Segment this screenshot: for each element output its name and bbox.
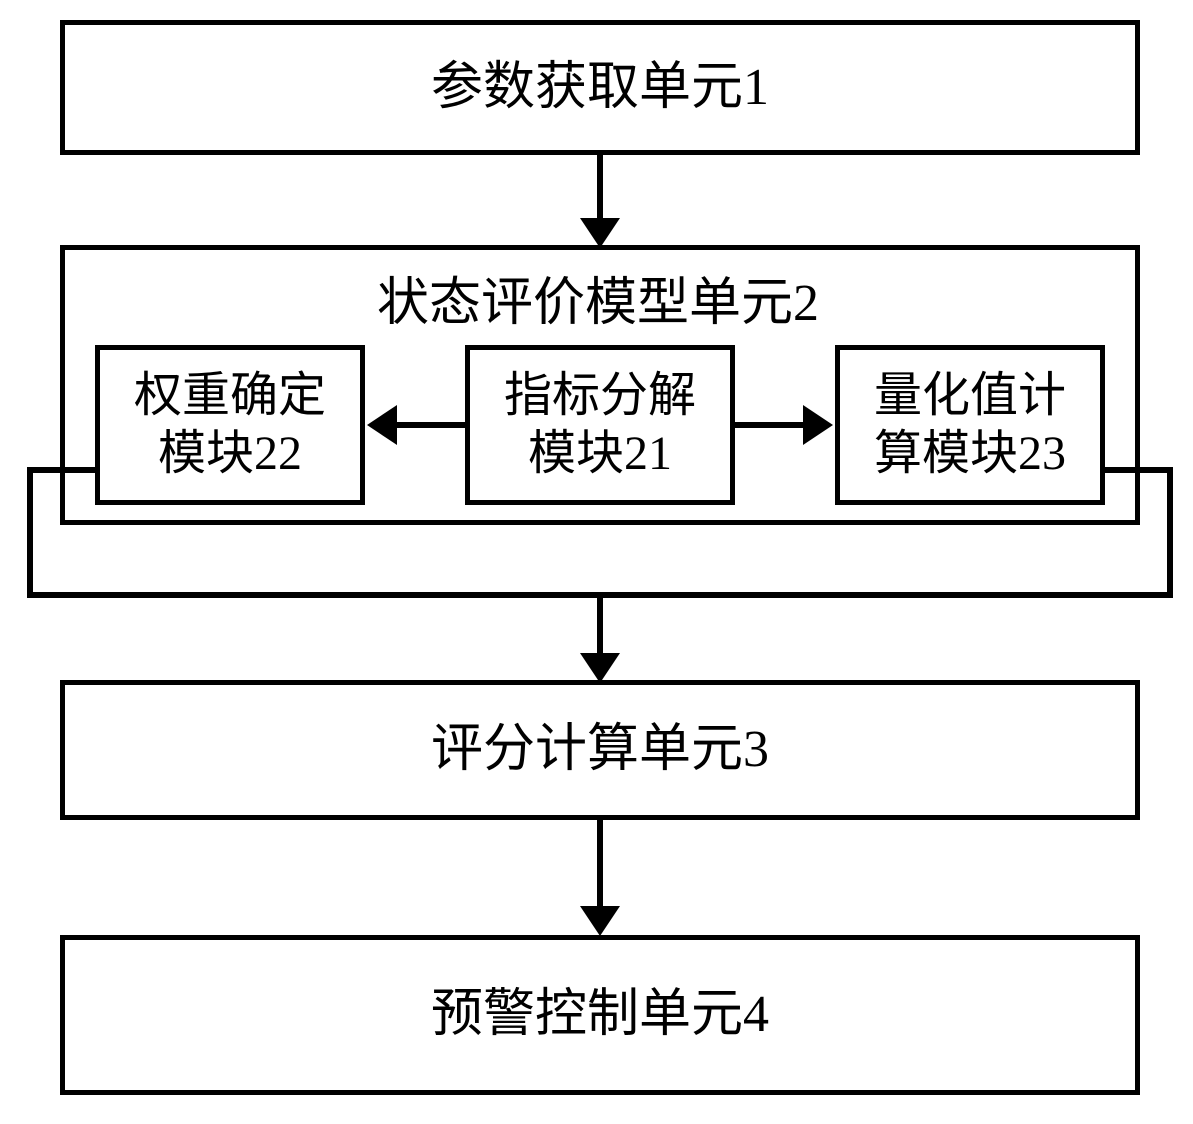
arrowhead-unit3-unit4 xyxy=(580,906,620,936)
unit3-label: 评分计算单元3 xyxy=(431,716,769,784)
unit1-box: 参数获取单元1 xyxy=(60,20,1140,155)
unit3-box: 评分计算单元3 xyxy=(60,680,1140,820)
module21-label: 指标分解模块21 xyxy=(504,367,696,482)
arrowhead-unit1-unit2 xyxy=(580,218,620,248)
unit1-label: 参数获取单元1 xyxy=(431,54,769,122)
module21-box: 指标分解模块21 xyxy=(465,345,735,505)
module22-box: 权重确定模块22 xyxy=(95,345,365,505)
module23-label: 量化值计算模块23 xyxy=(874,367,1066,482)
module22-label: 权重确定模块22 xyxy=(134,367,326,482)
unit4-box: 预警控制单元4 xyxy=(60,935,1140,1095)
module23-box: 量化值计算模块23 xyxy=(835,345,1105,505)
unit2-label: 状态评价模型单元2 xyxy=(333,260,863,335)
arrowhead-wrap xyxy=(580,653,620,683)
unit4-label: 预警控制单元4 xyxy=(431,981,769,1049)
flowchart-diagram: 参数获取单元1 状态评价模型单元2 权重确定模块22 指标分解模块21 量化值计… xyxy=(0,0,1193,1124)
